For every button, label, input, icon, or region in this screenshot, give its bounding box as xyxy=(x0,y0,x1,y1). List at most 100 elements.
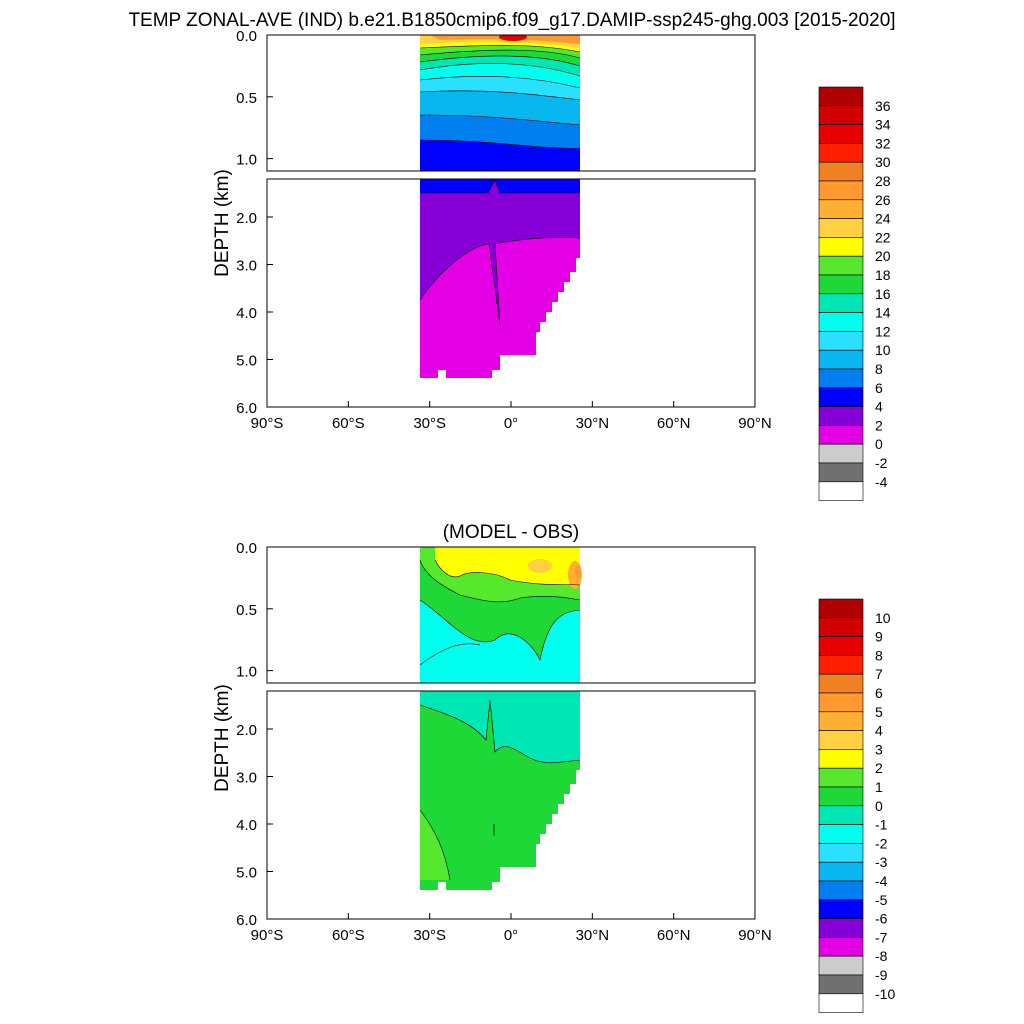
colorbar-swatch xyxy=(818,86,864,107)
colorbar-label: 2 xyxy=(875,760,883,776)
colorbar-label: 32 xyxy=(875,135,891,151)
colorbar-label: -3 xyxy=(875,854,888,870)
x-tick-label: 30°N xyxy=(576,927,610,944)
colorbar-swatch xyxy=(818,880,864,901)
colorbar-swatch xyxy=(818,368,864,389)
colorbar-swatch xyxy=(818,899,864,919)
colorbar-swatch xyxy=(818,443,864,464)
figure-title: TEMP ZONAL-AVE (IND) b.e21.B1850cmip6.f0… xyxy=(128,10,895,31)
colorbar-swatch xyxy=(818,767,864,788)
bottom-x-axis: 90°S 60°S 30°S 0° 30°N 60°N 90°N xyxy=(251,913,772,944)
colorbar-label: 6 xyxy=(875,685,883,701)
colorbar-label: 36 xyxy=(875,98,891,114)
y-tick-label: 6.0 xyxy=(236,400,257,417)
colorbar-swatch xyxy=(818,312,864,332)
colorbar-swatch xyxy=(818,730,864,750)
colorbar-swatch xyxy=(818,105,864,125)
colorbar-label: 18 xyxy=(875,267,891,283)
x-tick-label: 60°S xyxy=(332,415,365,432)
y-tick-label: 4.0 xyxy=(236,817,257,834)
x-tick-label: 60°S xyxy=(332,927,365,944)
colorbar-swatch xyxy=(818,673,864,694)
y-tick-label: 5.0 xyxy=(236,353,257,370)
colorbar-swatch xyxy=(818,974,864,995)
colorbar-label: 7 xyxy=(875,666,883,682)
y-tick-label: 2.0 xyxy=(236,722,257,739)
y-tick-label: 3.0 xyxy=(236,258,257,275)
colorbar-label: 3 xyxy=(875,741,883,757)
colorbar-swatch xyxy=(818,218,864,238)
colorbar-swatch xyxy=(818,274,864,295)
colorbar-label: 20 xyxy=(875,248,891,264)
y-tick-label: 0.0 xyxy=(236,28,257,45)
colorbar-label: -5 xyxy=(875,892,888,908)
colorbar-swatch xyxy=(818,617,864,637)
x-tick-label: 60°N xyxy=(657,415,691,432)
colorbar-label: 0 xyxy=(875,436,883,452)
y-tick-label: 1.0 xyxy=(236,152,257,169)
x-tick-label: 90°N xyxy=(738,927,772,944)
colorbar-swatch xyxy=(818,843,864,863)
top-x-axis: 90°S 60°S 30°S 0° 30°N 60°N 90°N xyxy=(251,401,772,432)
colorbar-label: 5 xyxy=(875,704,883,720)
colorbar-swatch xyxy=(818,937,864,957)
y-tick-label: 2.0 xyxy=(236,210,257,227)
x-tick-label: 60°N xyxy=(657,927,691,944)
x-tick-label: 0° xyxy=(504,927,518,944)
colorbar-swatch xyxy=(818,824,864,844)
colorbar-swatch xyxy=(818,481,864,501)
colorbar-swatch xyxy=(818,387,864,407)
bottom-panel: (MODEL - OBS) xyxy=(212,522,895,1013)
colorbar-label: -9 xyxy=(875,967,888,983)
colorbar-label: 10 xyxy=(875,610,891,626)
colorbar-label: -4 xyxy=(875,474,888,490)
colorbar-label: 12 xyxy=(875,323,891,339)
colorbar-swatch xyxy=(818,331,864,351)
y-tick-label: 1.0 xyxy=(236,664,257,681)
top-y-axis: 0.0 0.5 1.0 2.0 3.0 4.0 5.0 6.0 xyxy=(236,28,273,417)
colorbar-swatch xyxy=(818,918,864,938)
colorbar-swatch xyxy=(818,462,864,483)
bottom-panel-title: (MODEL - OBS) xyxy=(443,522,580,543)
colorbar-label: 16 xyxy=(875,286,891,302)
colorbar-label: 8 xyxy=(875,647,883,663)
top-panel: 0.0 0.5 1.0 2.0 3.0 4.0 5.0 6.0 90°S 60°S 30°S 0° 3… xyxy=(212,28,891,501)
bottom-upper-field xyxy=(419,547,582,683)
colorbar-swatch xyxy=(818,199,864,219)
colorbar-label: 22 xyxy=(875,229,891,245)
bottom-y-axis-label: DEPTH (km) xyxy=(212,684,233,792)
colorbar-label: -2 xyxy=(875,835,888,851)
colorbar-swatch xyxy=(818,180,864,201)
top-lower-field xyxy=(419,179,581,378)
colorbar-label: -6 xyxy=(875,911,888,927)
colorbar-swatch xyxy=(818,805,864,825)
colorbar-swatch xyxy=(818,425,864,445)
colorbar-label: 4 xyxy=(875,399,883,415)
bottom-y-axis: 0.0 0.5 1.0 2.0 3.0 4.0 5.0 6.0 xyxy=(236,540,273,929)
x-tick-label: 90°N xyxy=(738,415,772,432)
colorbar-label: 26 xyxy=(875,192,891,208)
colorbar-swatch xyxy=(818,598,864,619)
colorbar-swatch xyxy=(818,955,864,976)
colorbar-label: 2 xyxy=(875,417,883,433)
colorbar-swatch xyxy=(818,293,864,313)
x-tick-label: 30°N xyxy=(576,415,610,432)
x-tick-label: 30°S xyxy=(413,927,446,944)
colorbar-label: -1 xyxy=(875,817,888,833)
colorbar-swatch xyxy=(818,786,864,807)
colorbar-swatch xyxy=(818,711,864,731)
top-upper-field xyxy=(419,35,581,171)
colorbar-label: 1 xyxy=(875,779,883,795)
colorbar-label: -8 xyxy=(875,948,888,964)
x-tick-label: 90°S xyxy=(251,415,284,432)
x-tick-label: 0° xyxy=(504,415,518,432)
y-tick-label: 0.0 xyxy=(236,540,257,557)
y-tick-label: 0.5 xyxy=(236,90,257,107)
colorbar-swatch xyxy=(818,861,864,882)
bottom-lower-field xyxy=(419,691,581,890)
x-tick-label: 90°S xyxy=(251,927,284,944)
colorbar-swatch xyxy=(818,655,864,675)
